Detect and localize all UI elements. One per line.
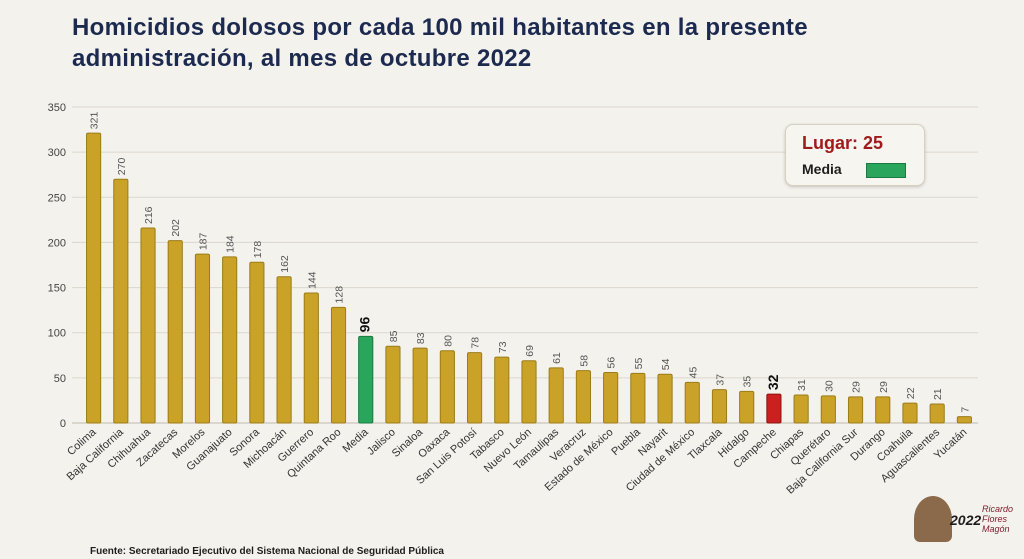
y-tick-label: 150 — [48, 283, 66, 295]
bar — [820, 395, 836, 424]
y-tick-label: 100 — [48, 328, 66, 340]
logo-2022: 2022 Ricardo Flores Magón — [910, 494, 1020, 546]
data-label: 184 — [225, 235, 237, 253]
legend-box: Lugar: 25 Media — [785, 124, 925, 186]
data-label: 32 — [765, 374, 781, 390]
data-label: 56 — [606, 357, 618, 369]
bar — [330, 306, 347, 424]
data-label: 202 — [170, 219, 182, 237]
data-label: 30 — [823, 380, 835, 392]
data-label: 37 — [714, 374, 726, 386]
data-label: 80 — [442, 335, 454, 347]
bar — [684, 381, 700, 424]
bar — [439, 350, 455, 424]
rank-label: Lugar: 25 — [802, 133, 884, 153]
data-label: 73 — [497, 341, 509, 353]
bar — [929, 403, 945, 424]
bar — [875, 396, 891, 424]
data-label: 55 — [633, 358, 645, 370]
data-label: 69 — [524, 345, 536, 357]
bar — [956, 416, 972, 424]
data-label: 162 — [279, 255, 291, 273]
data-label: 128 — [334, 286, 346, 304]
data-label: 61 — [551, 352, 563, 364]
y-tick-label: 200 — [48, 237, 66, 249]
bar — [766, 393, 782, 424]
data-label: 21 — [932, 388, 944, 400]
bar — [113, 178, 129, 424]
y-tick-label: 350 — [48, 102, 66, 114]
bar — [739, 390, 755, 424]
data-label: 58 — [578, 355, 590, 367]
bar — [494, 356, 510, 424]
data-label: 54 — [660, 358, 672, 370]
portrait-icon — [914, 496, 952, 542]
media-swatch — [866, 163, 906, 178]
logo-name: Ricardo Flores Magón — [982, 504, 1014, 534]
bar — [86, 132, 102, 424]
bar — [303, 292, 319, 424]
y-tick-label: 50 — [54, 373, 66, 385]
bar — [194, 253, 211, 424]
data-label: 22 — [905, 387, 917, 399]
data-label: 35 — [742, 376, 754, 388]
bar — [575, 370, 591, 424]
data-label: 45 — [687, 367, 699, 379]
data-label: 29 — [878, 381, 890, 393]
bar — [412, 347, 428, 424]
data-label: 85 — [388, 330, 400, 342]
bar — [140, 227, 156, 424]
data-label: 321 — [89, 112, 101, 130]
bar — [548, 367, 564, 424]
bar — [385, 345, 401, 424]
data-label: 187 — [197, 232, 209, 250]
bar — [467, 352, 483, 424]
bar — [276, 276, 292, 424]
bar — [847, 396, 864, 424]
bar — [711, 389, 728, 424]
data-label: 31 — [796, 379, 808, 391]
data-label: 144 — [306, 271, 318, 289]
bar — [222, 256, 238, 424]
bar — [249, 261, 265, 424]
data-label: 96 — [357, 317, 373, 333]
data-label: 83 — [415, 332, 427, 344]
bar — [167, 240, 183, 424]
rank-value: 25 — [863, 133, 884, 153]
y-tick-label: 300 — [48, 147, 66, 159]
chart-title: Homicidios dolosos por cada 100 mil habi… — [72, 12, 952, 74]
data-label: 178 — [252, 241, 264, 259]
bar — [630, 372, 646, 424]
y-tick-label: 0 — [60, 418, 66, 430]
y-tick-label: 250 — [48, 192, 66, 204]
media-label: Media — [802, 161, 842, 177]
data-label: 78 — [470, 337, 482, 349]
logo-year: 2022 — [950, 512, 982, 528]
data-label: 270 — [116, 158, 128, 176]
bar — [358, 335, 374, 424]
bar — [657, 373, 673, 424]
data-label: 29 — [851, 381, 863, 393]
data-label: 216 — [143, 206, 155, 224]
title-line-2: administración, al mes de octubre 2022 — [72, 45, 532, 72]
bar — [521, 360, 537, 424]
bar — [793, 394, 809, 424]
title-line-1: Homicidios dolosos por cada 100 mil habi… — [72, 14, 808, 41]
data-label: 7 — [959, 407, 971, 413]
bar — [603, 371, 619, 424]
bar — [902, 402, 918, 424]
source-note: Fuente: Secretariado Ejecutivo del Siste… — [90, 546, 444, 557]
